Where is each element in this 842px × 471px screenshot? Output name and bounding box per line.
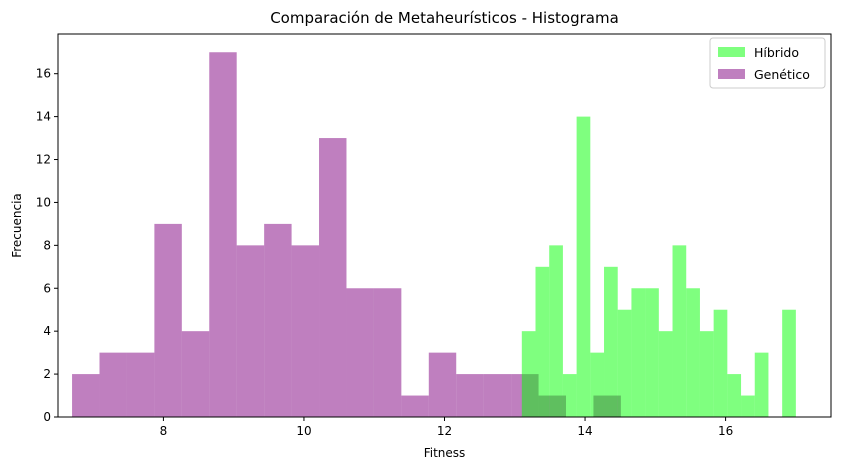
histogram-bar-genetico — [209, 52, 237, 418]
bars-layer — [72, 52, 796, 418]
histogram-bar-hibrido — [686, 288, 700, 417]
histogram-bar-hibrido — [645, 288, 659, 417]
histogram-bar-hibrido — [521, 331, 536, 417]
histogram-bar-genetico — [154, 223, 182, 417]
histogram-bar-genetico — [346, 288, 374, 417]
y-tick-label: 0 — [43, 410, 51, 424]
histogram-bar-hibrido — [604, 266, 618, 417]
histogram-bar-genetico — [236, 245, 265, 417]
x-axis: 8 10 12 14 16 — [160, 417, 733, 438]
y-tick-label: 6 — [43, 281, 51, 295]
histogram-bar-hibrido — [699, 331, 714, 417]
histogram-bar-genetico — [373, 288, 402, 417]
histogram-bar-hibrido — [590, 352, 605, 417]
histogram-bar-genetico — [291, 245, 320, 417]
histogram-bar-hibrido — [658, 331, 673, 417]
histogram-bar-genetico — [72, 374, 100, 417]
histogram-bar-hibrido — [727, 374, 742, 417]
histogram-bar-genetico — [401, 395, 429, 417]
histogram-bar-hibrido — [631, 288, 646, 417]
histogram-bar-hibrido — [562, 374, 577, 417]
y-axis-label: Frecuencia — [10, 193, 24, 258]
x-axis-label: Fitness — [424, 446, 466, 460]
histogram-bar-hibrido — [576, 116, 591, 418]
y-tick-label: 4 — [43, 324, 51, 338]
histogram-bar-hibrido — [741, 395, 755, 417]
histogram-bar-hibrido — [782, 309, 796, 417]
x-tick-label: 14 — [577, 424, 592, 438]
legend-swatch-hibrido — [718, 47, 745, 57]
histogram-bar-genetico — [483, 374, 512, 417]
x-tick-label: 12 — [437, 424, 452, 438]
histogram-bar-hibrido — [549, 245, 563, 417]
y-tick-label: 14 — [36, 110, 51, 124]
histogram-bar-genetico — [428, 352, 457, 417]
chart-title: Comparación de Metaheurísticos - Histogr… — [270, 9, 619, 27]
y-tick-label: 2 — [43, 367, 51, 381]
histogram-bar-genetico — [319, 138, 347, 417]
x-tick-label: 8 — [160, 424, 168, 438]
y-tick-label: 10 — [36, 195, 51, 209]
y-tick-label: 16 — [36, 67, 51, 81]
histogram-bar-genetico — [181, 331, 210, 417]
y-tick-label: 12 — [36, 153, 51, 167]
legend-label-genetico: Genético — [754, 67, 810, 82]
legend: Híbrido Genético — [709, 37, 826, 89]
histogram-bar-hibrido — [535, 266, 550, 417]
legend-label-hibrido: Híbrido — [754, 45, 799, 60]
x-tick-label: 10 — [296, 424, 311, 438]
legend-swatch-genetico — [718, 69, 745, 79]
histogram-bar-hibrido — [713, 309, 728, 417]
x-tick-label: 16 — [718, 424, 733, 438]
histogram-bar-genetico — [99, 352, 127, 417]
histogram-bar-genetico — [264, 223, 292, 417]
histogram-bar-genetico — [126, 352, 155, 417]
histogram-bar-hibrido — [617, 309, 632, 417]
y-axis: 0 2 4 6 8 10 12 14 16 — [36, 67, 58, 424]
histogram-bar-hibrido — [754, 352, 769, 417]
histogram-bar-hibrido — [672, 245, 687, 417]
y-tick-label: 8 — [43, 238, 51, 252]
histogram-bar-genetico — [456, 374, 484, 417]
